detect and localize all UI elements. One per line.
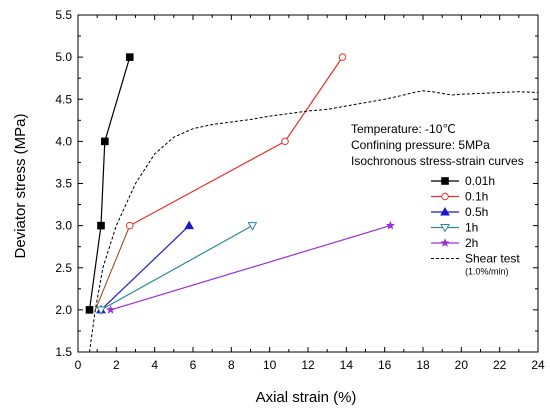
- legend-label-0-5h: 0.5h: [465, 205, 488, 219]
- series-0-1h: [125, 53, 347, 230]
- series-2h: [105, 220, 396, 314]
- series-line-2h: [110, 225, 391, 311]
- data-point-2h: [105, 304, 116, 314]
- x-tick-label: 0: [75, 358, 82, 372]
- y-tick-label: 5.5: [55, 8, 72, 22]
- legend-label-1h: 1h: [465, 221, 478, 235]
- legend-sublabel-shear-test: (1.0%/min): [465, 267, 509, 277]
- series-line-0-5h: [100, 225, 190, 311]
- connector-line: [94, 225, 131, 311]
- data-point-0-1h: [281, 137, 289, 146]
- data-point-0-01h: [125, 53, 134, 61]
- y-tick-label: 1.5: [55, 345, 72, 359]
- data-point-1h: [96, 306, 106, 315]
- annotation-temperature: Temperature: -10℃: [351, 122, 456, 136]
- legend-label-0-1h: 0.1h: [465, 190, 488, 204]
- series-line-1h: [100, 225, 253, 311]
- series-1h: [96, 222, 258, 315]
- legend-marker-0-5h: [440, 206, 450, 216]
- x-tick-label: 8: [228, 358, 235, 372]
- x-tick-label: 6: [190, 358, 197, 372]
- legend-marker-0-01h: [441, 177, 449, 185]
- legend-label-shear-test: Shear test: [465, 252, 520, 266]
- data-point-1h: [247, 222, 258, 231]
- data-point-0-01h: [101, 137, 109, 146]
- x-axis-title: Axial strain (%): [256, 389, 357, 406]
- data-point-0-5h: [184, 220, 195, 230]
- y-tick-label: 2.0: [55, 303, 72, 317]
- x-tick-label: 12: [301, 358, 315, 372]
- legend-marker-0-1h: [441, 192, 449, 201]
- y-tick-label: 5.0: [55, 50, 72, 64]
- series-0-01h: [85, 53, 134, 314]
- legend-label-0-01h: 0.01h: [465, 174, 495, 188]
- legend-marker-1h: [440, 224, 450, 233]
- series-line-0-1h: [129, 56, 343, 227]
- y-tick-label: 4.0: [55, 134, 72, 148]
- x-tick-label: 4: [151, 358, 158, 372]
- data-point-0-01h: [97, 221, 105, 230]
- y-axis-title: Deviator stress (MPa): [12, 113, 29, 258]
- legend-marker-2h: [440, 238, 450, 247]
- x-tick-label: 16: [378, 358, 392, 372]
- data-point-0-1h: [125, 221, 134, 230]
- y-tick-label: 3.0: [55, 219, 72, 233]
- x-tick-label: 22: [493, 358, 507, 372]
- y-tick-label: 4.5: [55, 92, 72, 106]
- axes: 0 2 4 6 8 10 12 14 16 18 20 22 241.52.02.53.03.54.04…: [55, 8, 545, 372]
- data-point-2h: [385, 220, 396, 230]
- x-tick-label: 18: [416, 358, 430, 372]
- x-tick-label: 24: [531, 358, 545, 372]
- legend-label-2h: 2h: [465, 236, 478, 250]
- data-point-0-01h: [85, 306, 94, 314]
- x-tick-label: 14: [340, 358, 354, 372]
- annotation-isochronous: Isochronous stress-strain curves: [351, 154, 524, 168]
- series-line-0-01h: [88, 56, 131, 310]
- x-tick-label: 20: [455, 358, 469, 372]
- plot-area: [85, 53, 539, 353]
- y-tick-label: 2.5: [55, 261, 72, 275]
- y-tick-label: 3.5: [55, 177, 72, 191]
- x-tick-label: 2: [113, 358, 120, 372]
- data-point-0-1h: [338, 53, 347, 61]
- x-tick-label: 10: [263, 358, 277, 372]
- annotation-confining-pressure: Confining pressure: 5MPa: [351, 138, 490, 152]
